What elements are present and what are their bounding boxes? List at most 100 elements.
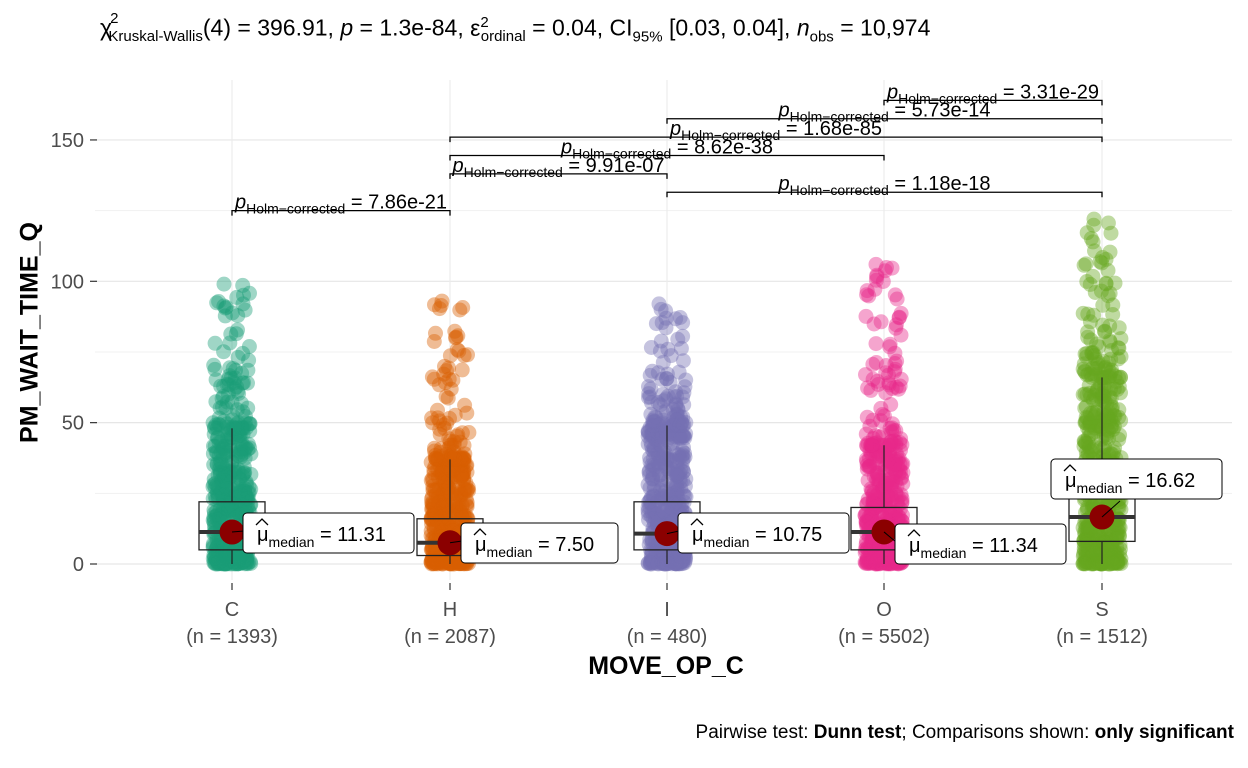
data-point: [1086, 217, 1102, 233]
data-point: [1087, 361, 1103, 377]
data-point: [233, 436, 248, 451]
data-point: [885, 437, 901, 452]
data-point: [241, 339, 257, 354]
data-point: [444, 496, 460, 512]
data-point: [231, 386, 247, 401]
data-point: [864, 483, 880, 499]
data-point: [1109, 374, 1124, 389]
data-point: [863, 554, 879, 570]
data-point: [883, 556, 898, 572]
data-point: [434, 490, 450, 506]
data-point: [861, 512, 877, 528]
data-point: [434, 555, 450, 571]
data-point: [870, 377, 886, 392]
data-point: [646, 440, 662, 456]
data-point: [1111, 500, 1127, 516]
data-point: [874, 495, 890, 511]
data-point: [208, 556, 223, 572]
data-point: [677, 430, 693, 446]
data-point: [669, 453, 685, 469]
data-point: [642, 367, 658, 383]
data-point: [661, 425, 677, 441]
data-point: [458, 508, 474, 524]
data-point: [673, 340, 689, 356]
data-point: [223, 553, 239, 569]
data-point: [224, 503, 239, 519]
data-point: [236, 375, 252, 391]
data-point: [424, 496, 440, 512]
data-point: [1104, 553, 1120, 569]
data-point: [1087, 536, 1103, 552]
data-point: [862, 451, 877, 467]
data-point: [666, 497, 681, 513]
data-point: [659, 502, 675, 518]
data-point: [859, 438, 875, 454]
data-point: [229, 485, 245, 501]
data-point: [884, 381, 900, 396]
data-point: [1095, 542, 1111, 558]
data-point: [1096, 388, 1112, 404]
data-point: [1076, 356, 1092, 372]
data-point: [665, 553, 681, 569]
data-point: [1102, 405, 1118, 421]
data-point: [439, 516, 455, 532]
data-point: [875, 437, 891, 453]
data-point: [426, 556, 442, 572]
comparison-bracket: [449, 136, 1103, 143]
data-point: [229, 417, 245, 432]
data-point: [877, 437, 893, 453]
data-point: [1090, 356, 1105, 372]
data-point: [1113, 412, 1129, 428]
data-point: [645, 428, 661, 444]
data-point: [215, 465, 231, 481]
data-point: [1103, 390, 1119, 406]
hat-mark: [907, 529, 921, 537]
data-point: [443, 504, 459, 520]
x-tick-count: (n = 1393): [186, 626, 278, 648]
data-point: [678, 471, 694, 487]
data-point: [212, 502, 228, 518]
data-point: [651, 547, 667, 563]
data-point: [448, 483, 464, 498]
data-point: [436, 499, 452, 515]
data-point: [1094, 255, 1110, 271]
data-point: [666, 409, 682, 425]
data-point: [427, 459, 443, 475]
data-point: [449, 519, 464, 535]
y-tick-label: 0: [73, 554, 84, 576]
data-point: [1088, 538, 1104, 554]
data-point: [871, 429, 887, 445]
data-point: [428, 451, 444, 467]
data-point: [218, 477, 234, 493]
data-point: [876, 408, 892, 424]
data-point: [1101, 414, 1117, 430]
data-point: [654, 553, 670, 568]
data-point: [440, 481, 455, 497]
y-tick-label: 100: [51, 271, 84, 293]
data-point: [1111, 524, 1127, 540]
data-point: [459, 499, 475, 515]
data-point: [1078, 544, 1094, 560]
data-point: [1103, 364, 1119, 380]
data-point: [1087, 368, 1103, 384]
data-point: [643, 340, 659, 355]
data-point: [665, 401, 681, 417]
data-point: [660, 507, 676, 523]
data-point: [1084, 345, 1100, 361]
data-point: [657, 444, 673, 460]
x-tick-label: H: [443, 599, 457, 621]
data-point: [1101, 556, 1117, 572]
data-point: [449, 428, 465, 444]
data-point: [664, 548, 680, 564]
data-point: [1102, 542, 1118, 558]
data-point: [230, 448, 246, 463]
data-point: [869, 446, 885, 461]
data-point: [885, 505, 900, 521]
data-point: [1107, 440, 1123, 456]
data-point: [871, 552, 887, 568]
data-point: [232, 470, 247, 486]
data-point: [885, 460, 901, 476]
comparison-bracket: [883, 99, 1103, 106]
data-point: [242, 416, 258, 432]
data-point: [424, 542, 440, 558]
